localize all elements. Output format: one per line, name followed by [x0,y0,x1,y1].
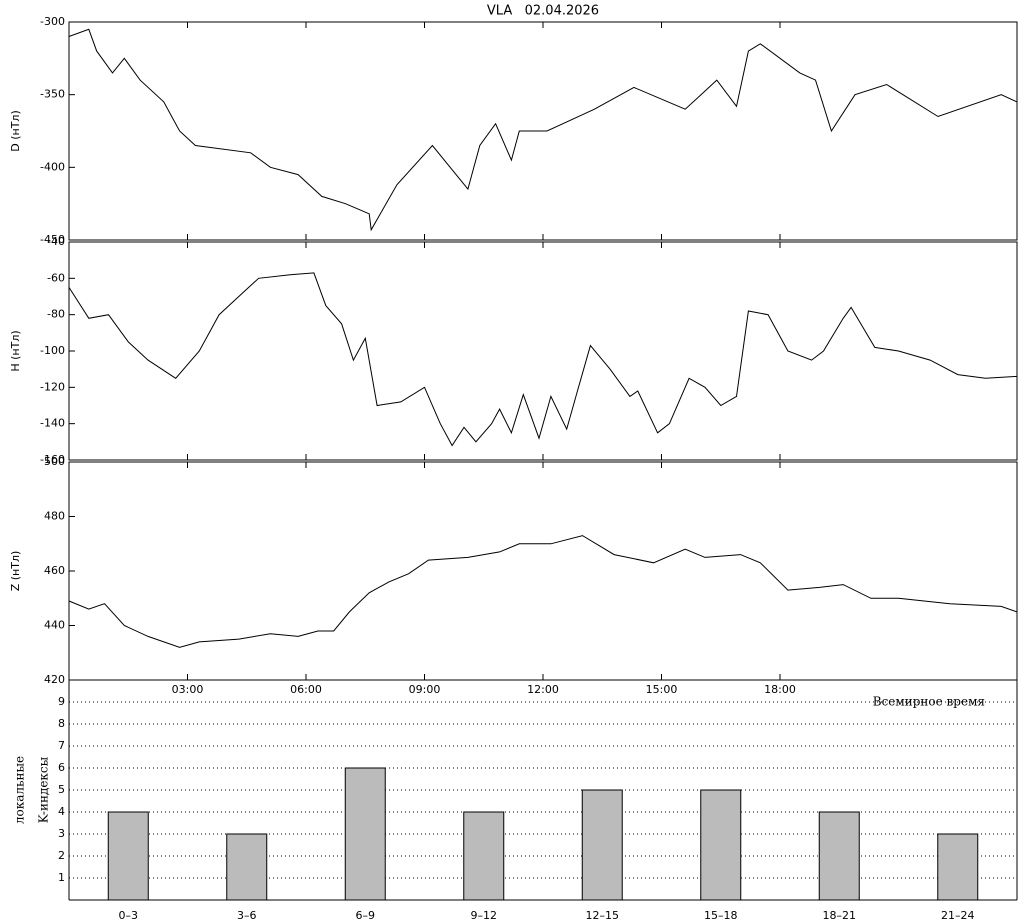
y-tick-label: -60 [47,271,65,284]
x-tick-label: 21–24 [941,909,975,921]
y-tick-label: 8 [58,717,65,730]
data-line [68,272,1018,447]
chart-title: VLA 02.04.2026 [487,4,599,19]
x-tick-label: 0–3 [119,909,139,921]
y-tick-label: -40 [47,235,65,248]
y-tick-label: -100 [40,344,65,357]
x-tick-label: 12:00 [527,683,559,696]
y-tick-label: 7 [58,739,65,752]
y-tick-label: 4 [58,805,65,818]
y-tick-label: 1 [58,871,65,884]
y-tick-label: 2 [58,849,65,862]
x-tick-label: 15–18 [704,909,738,921]
bar [581,789,623,901]
y-tick-label: 5 [58,783,65,796]
y-tick-label: -300 [40,15,65,28]
x-tick-label: 6–9 [356,909,376,921]
y-axis-label: Z (нТл) [9,551,22,592]
y-tick-label: 9 [58,695,65,708]
y-axis-label: D (нТл) [9,110,22,152]
x-tick-label: 3–6 [237,909,257,921]
bar [107,811,149,901]
plot-frame [68,461,1018,681]
data-line [68,535,1018,648]
y-axis-label: H (нТл) [9,330,22,371]
x-tick-label: 09:00 [409,683,441,696]
plot-frame [68,241,1018,461]
y-tick-label: 6 [58,761,65,774]
y-axis-label: локальные [13,756,27,824]
x-tick-label: 9–12 [471,909,498,921]
bar [937,833,979,901]
bar [818,811,860,901]
bar [463,811,505,901]
y-tick-label: -350 [40,88,65,101]
x-axis-label: Всемирное время [873,695,985,709]
y-tick-label: 500 [44,455,65,468]
x-tick-label: 06:00 [290,683,322,696]
y-tick-label: -450 [40,233,65,246]
bar [344,767,386,901]
x-tick-label: 12–15 [586,909,620,921]
x-tick-label: 18:00 [764,683,796,696]
y-tick-label: -120 [40,380,65,393]
x-tick-label: 18–21 [823,909,857,921]
y-axis-label: K-индексы [37,756,51,823]
bar [226,833,268,901]
y-tick-label: -80 [47,308,65,321]
y-tick-label: -160 [40,453,65,466]
x-tick-label: 15:00 [646,683,678,696]
y-tick-label: 460 [44,564,65,577]
bar [700,789,742,901]
y-tick-label: 420 [44,673,65,686]
y-tick-label: -400 [40,160,65,173]
y-tick-label: 3 [58,827,65,840]
y-tick-label: -140 [40,417,65,430]
x-tick-label: 03:00 [172,683,204,696]
y-tick-label: 440 [44,619,65,632]
y-tick-label: 480 [44,510,65,523]
data-line [68,28,1018,232]
